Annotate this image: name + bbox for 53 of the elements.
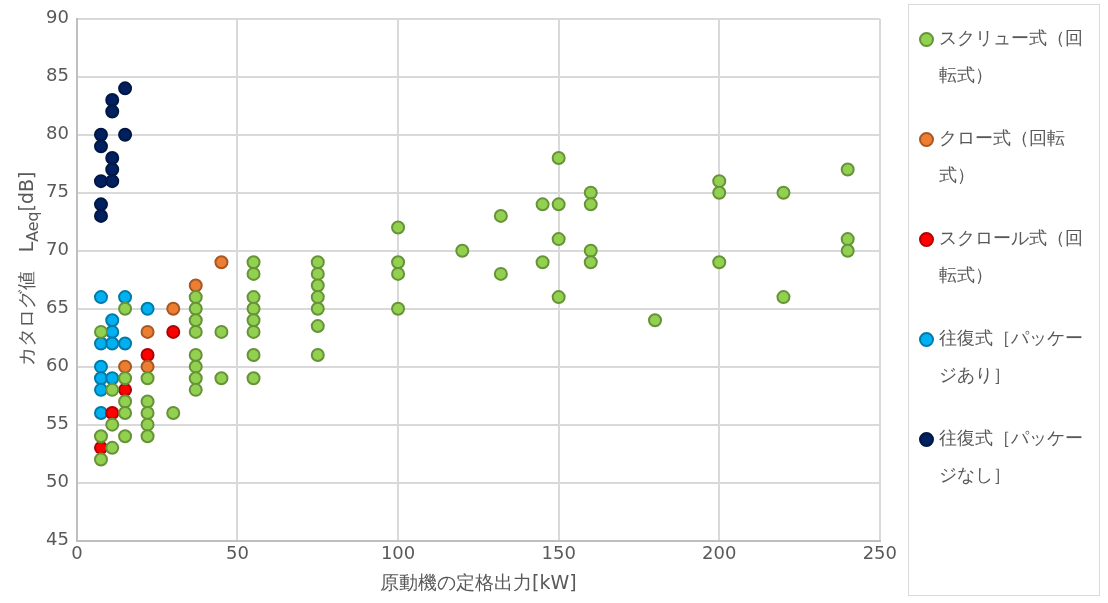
point — [93, 127, 108, 142]
legend-label: スクロール式（回転式） — [939, 226, 1084, 287]
point — [118, 359, 133, 374]
x-tick-label: 200 — [702, 542, 737, 564]
point — [118, 81, 133, 96]
point — [93, 208, 108, 223]
point — [188, 278, 203, 293]
point — [140, 348, 155, 363]
y-tick-label: 75 — [46, 180, 69, 202]
y-tick-label: 70 — [46, 238, 69, 260]
point — [93, 406, 108, 421]
point — [105, 174, 120, 189]
x-tick-label: 50 — [226, 542, 249, 564]
y-tick-label: 60 — [46, 354, 69, 376]
y-tick-label: 90 — [46, 6, 69, 28]
point — [140, 359, 155, 374]
legend-label: 往復式［パッケージあり］ — [939, 326, 1084, 387]
x-tick-label: 250 — [862, 542, 897, 564]
point — [93, 174, 108, 189]
point — [118, 290, 133, 305]
point — [105, 162, 120, 177]
y-tick-label: 85 — [46, 64, 69, 86]
point — [214, 255, 229, 270]
legend-label: スクリュー式（回転式） — [939, 26, 1084, 87]
point — [118, 127, 133, 142]
y-tick-label: 55 — [46, 412, 69, 434]
y-tick-label: 50 — [46, 470, 69, 492]
point — [105, 150, 120, 165]
x-axis-title: 原動機の定格出力[kW] — [380, 570, 577, 593]
point — [105, 104, 120, 119]
point — [140, 301, 155, 316]
point — [93, 290, 108, 305]
x-tick-label: 100 — [380, 542, 416, 564]
x-tick-label: 0 — [71, 542, 83, 564]
point — [166, 324, 181, 339]
point — [105, 313, 120, 328]
legend-label: 往復式［パッケージなし］ — [939, 426, 1084, 487]
y-tick-label: 80 — [46, 122, 69, 144]
point — [93, 382, 108, 397]
x-tick-label: 150 — [541, 542, 576, 564]
point — [105, 406, 120, 421]
point — [93, 139, 108, 154]
point — [93, 359, 108, 374]
point — [105, 371, 120, 386]
point — [140, 324, 155, 339]
point — [93, 197, 108, 212]
point — [105, 92, 120, 107]
point — [166, 301, 181, 316]
y-tick-label: 45 — [46, 528, 69, 550]
y-tick-label: 65 — [46, 296, 69, 318]
legend-label: クロー式（回転式） — [939, 126, 1066, 187]
point — [118, 336, 133, 351]
point — [105, 336, 120, 351]
